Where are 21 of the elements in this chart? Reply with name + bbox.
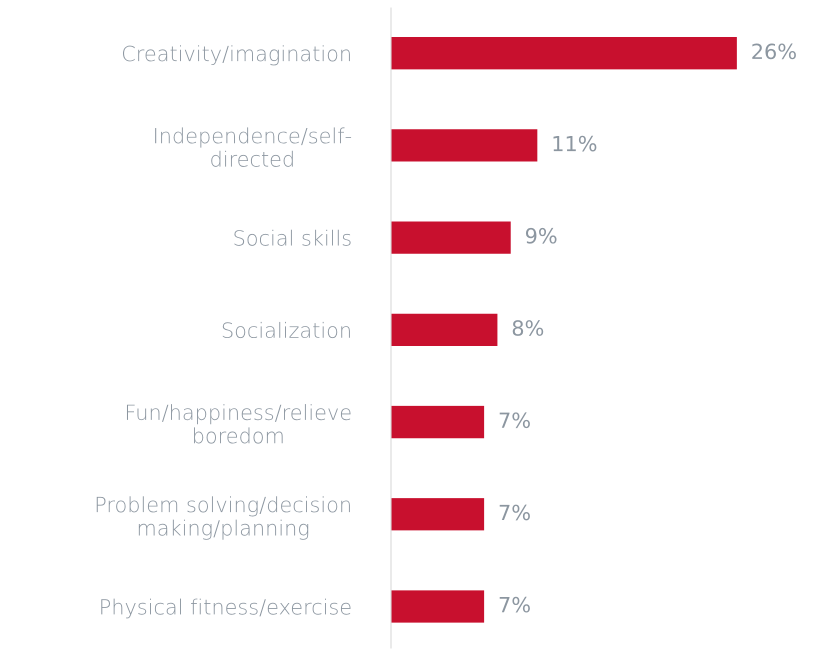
- y-tick-label: Social skills: [234, 230, 351, 246]
- data-label: 26%: [752, 43, 796, 60]
- data-label: 7%: [500, 596, 530, 613]
- y-tick-label: Socialization: [222, 322, 350, 338]
- y-tick-label: Independence/self- directed: [155, 127, 352, 167]
- data-label: 8%: [512, 320, 544, 336]
- data-label: 7%: [500, 504, 530, 520]
- bar: [391, 406, 484, 438]
- bar: [391, 221, 511, 254]
- data-label: 9%: [526, 228, 557, 244]
- y-tick-label: Physical fitness/exercise: [101, 598, 351, 618]
- y-tick-label: Creativity/imagination: [123, 45, 350, 66]
- bar: [391, 314, 498, 346]
- bar: [391, 129, 538, 162]
- data-label: 11%: [554, 136, 596, 152]
- y-tick-label: Fun/happiness/relieve boredom: [126, 404, 351, 444]
- bar: [391, 590, 484, 623]
- bar: [391, 37, 737, 70]
- data-label: 7%: [500, 412, 530, 428]
- bar: [391, 498, 484, 530]
- y-tick-label: Problem solving/decision making/planning: [96, 496, 350, 540]
